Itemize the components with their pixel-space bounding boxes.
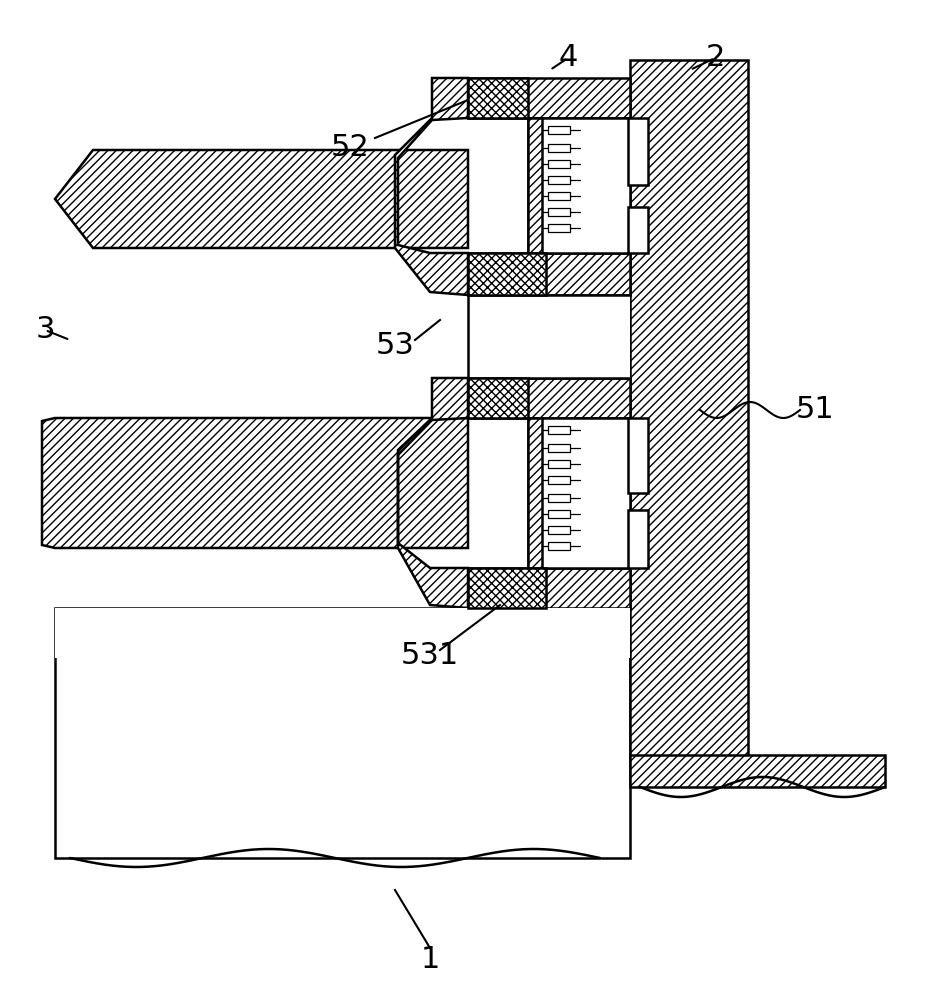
Bar [468, 253, 546, 295]
Bar [468, 78, 528, 118]
Bar [468, 568, 546, 608]
Text: 51: 51 [795, 395, 834, 424]
Bar [548, 192, 570, 200]
Text: 4: 4 [558, 43, 578, 73]
Bar [528, 418, 630, 568]
Bar [548, 160, 570, 168]
Bar [548, 542, 570, 550]
Text: 52: 52 [331, 133, 369, 162]
Text: 2: 2 [706, 43, 725, 73]
Bar [548, 476, 570, 484]
Bar [528, 118, 630, 253]
Bar [548, 444, 570, 452]
Bar [548, 176, 570, 184]
Polygon shape [528, 418, 542, 568]
Polygon shape [468, 78, 630, 118]
Bar [548, 144, 570, 152]
Bar [540, 388, 630, 563]
Polygon shape [468, 568, 630, 608]
Bar [628, 510, 648, 568]
Polygon shape [42, 418, 468, 548]
Text: 53: 53 [376, 330, 415, 360]
Bar [628, 118, 648, 185]
Bar [548, 208, 570, 216]
Bar [548, 126, 570, 134]
Polygon shape [468, 253, 630, 295]
Bar [468, 378, 528, 418]
Bar [55, 608, 630, 658]
Polygon shape [395, 78, 468, 295]
Bar [628, 207, 648, 253]
Bar [548, 510, 570, 518]
Bar [548, 526, 570, 534]
Polygon shape [630, 60, 748, 760]
Polygon shape [468, 378, 630, 418]
Bar [548, 426, 570, 434]
Polygon shape [528, 118, 542, 253]
Text: 1: 1 [420, 946, 440, 974]
Bar [548, 494, 570, 502]
Text: 531: 531 [401, 641, 459, 670]
Polygon shape [630, 755, 885, 787]
Bar [540, 120, 630, 290]
Bar [468, 295, 630, 378]
Bar [548, 460, 570, 468]
Text: 3: 3 [35, 316, 55, 344]
Polygon shape [55, 150, 468, 248]
Bar [55, 608, 630, 858]
Polygon shape [398, 378, 468, 608]
Bar [628, 418, 648, 493]
Bar [548, 224, 570, 232]
